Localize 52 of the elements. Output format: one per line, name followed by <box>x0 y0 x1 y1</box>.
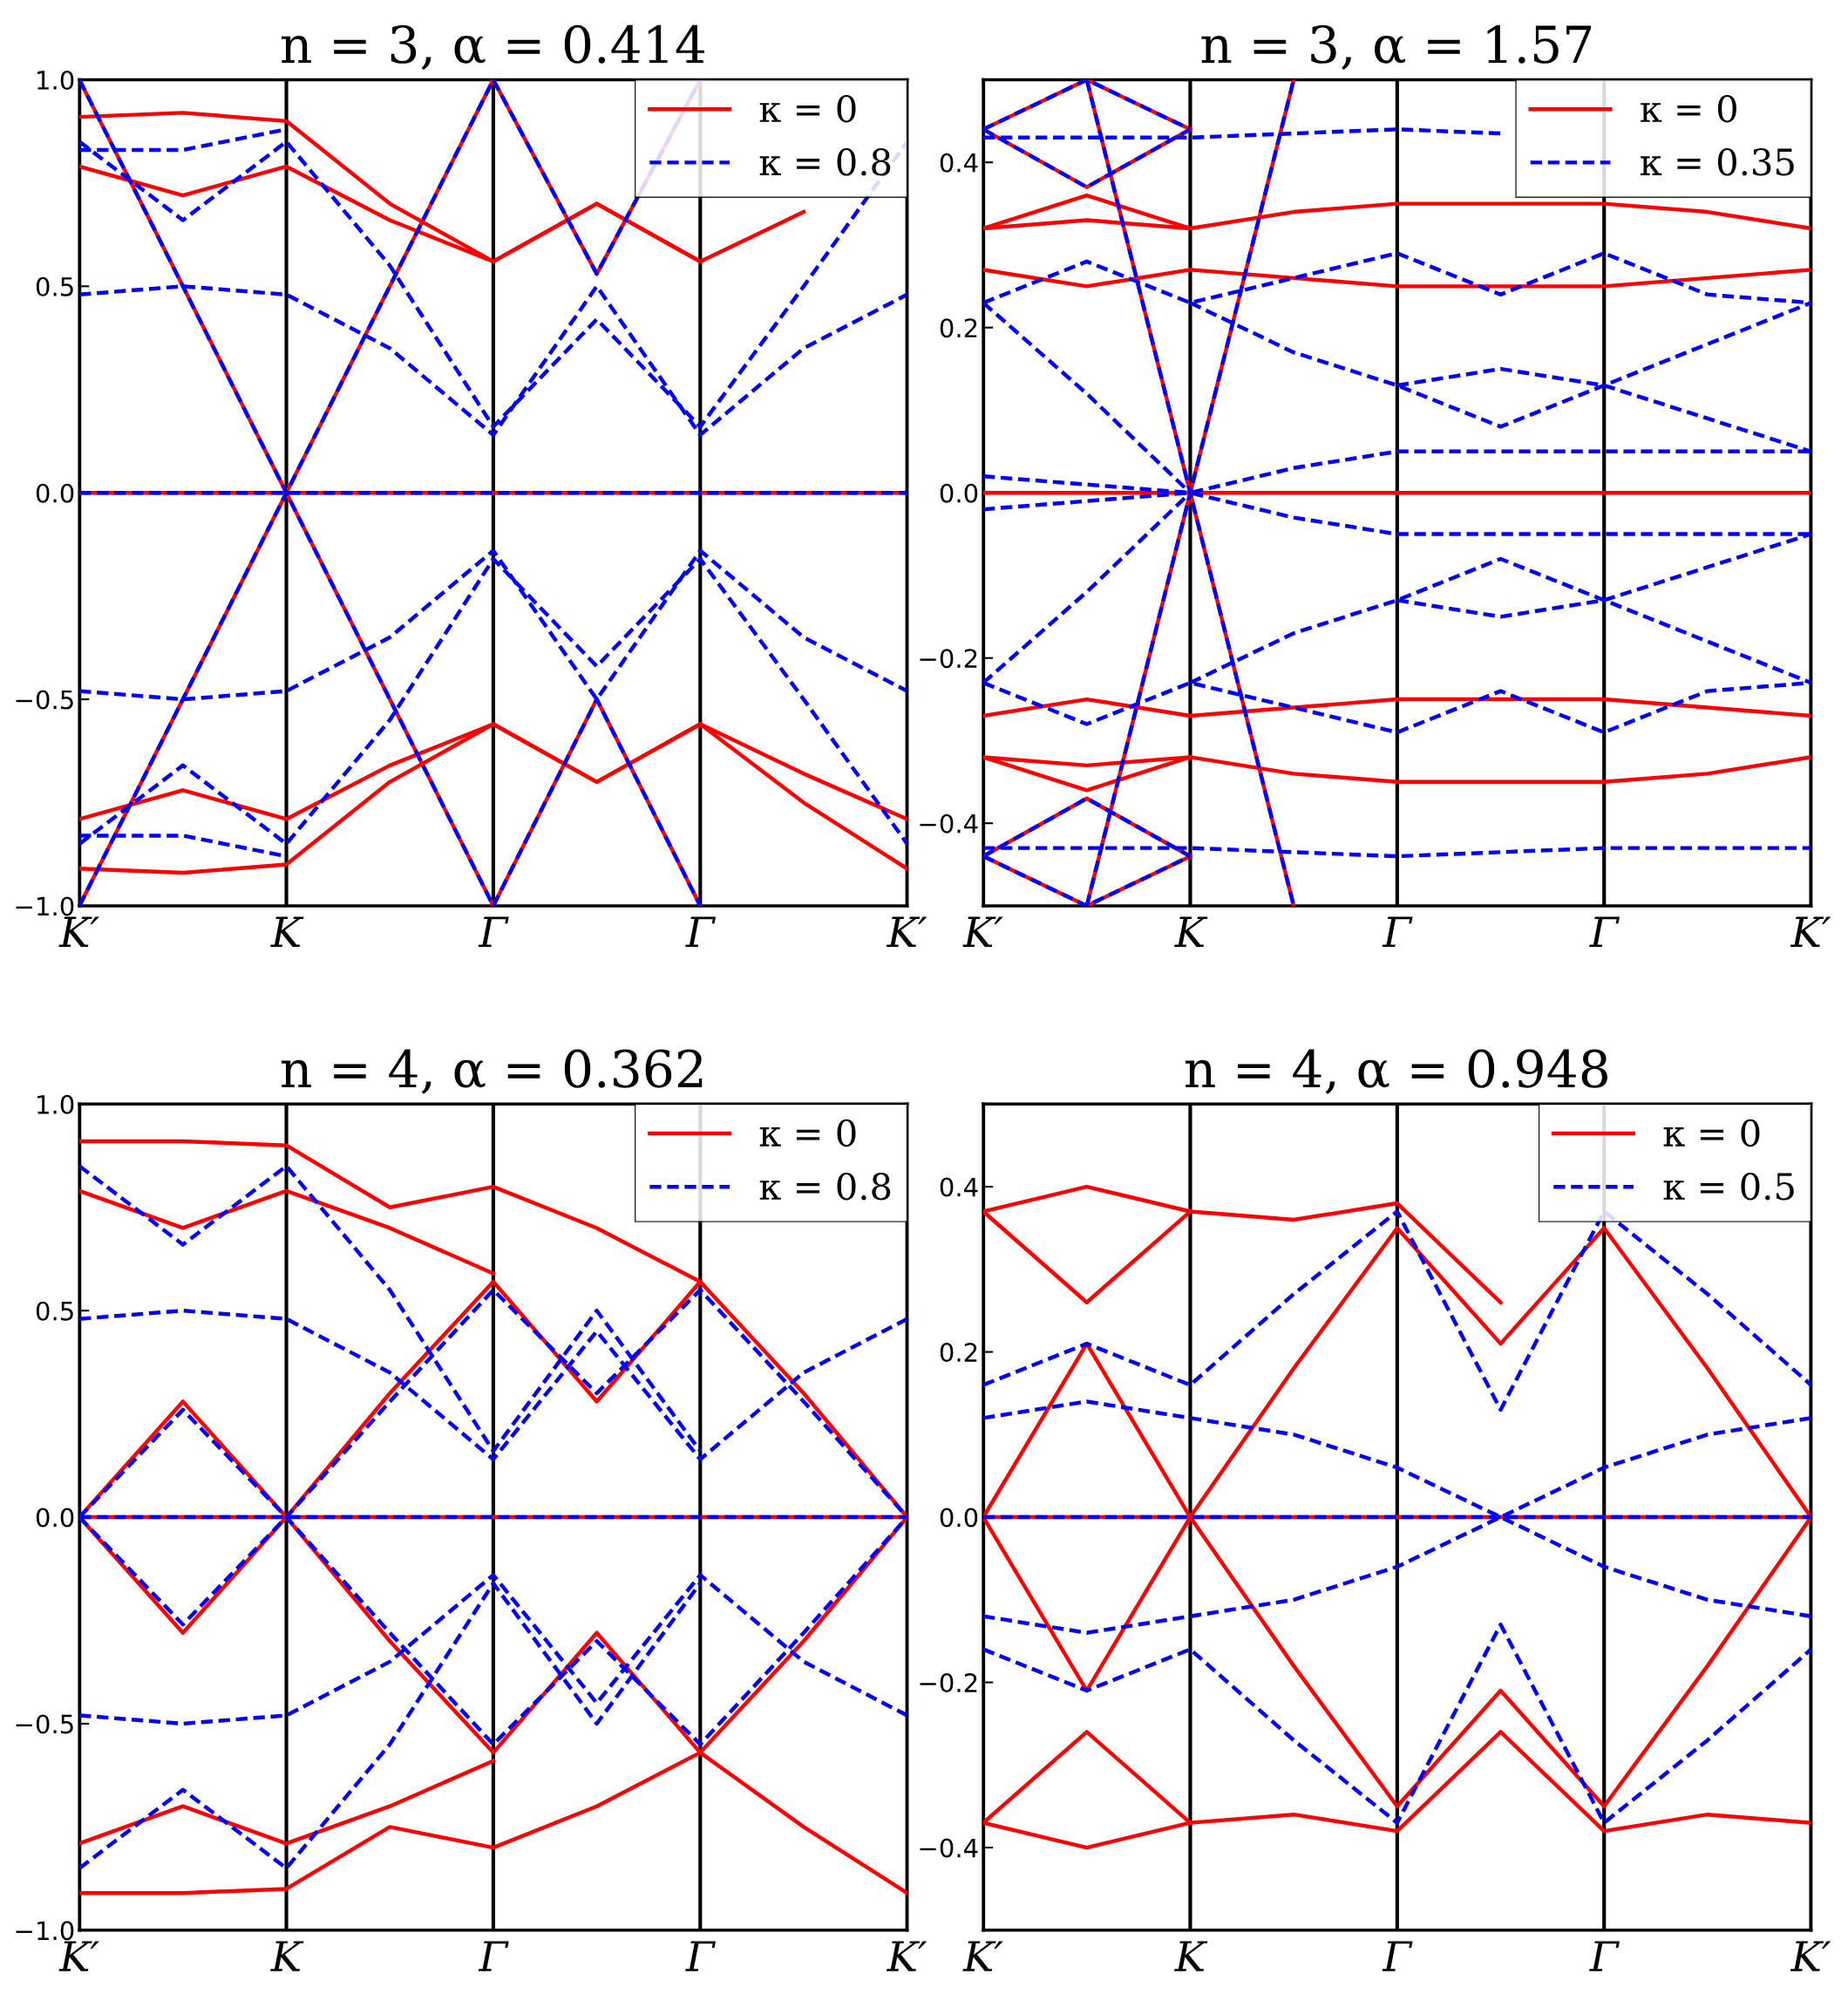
y-tick-label: 0.2 <box>940 318 977 338</box>
legend-label: κ = 0 <box>759 1119 856 1147</box>
x-tick-label: Γ <box>685 1941 717 1971</box>
x-tick-label: K′ <box>886 916 927 947</box>
y-tick-label: 1.0 <box>37 1094 74 1114</box>
y-tick-label: −0.5 <box>16 1714 73 1734</box>
y-tick-label: −1.0 <box>16 896 74 916</box>
x-tick-label: K′ <box>58 916 99 947</box>
x-tick-label: Γ <box>1382 1941 1413 1971</box>
y-tick-label: −0.4 <box>920 813 978 834</box>
legend-label: κ = 0.8 <box>759 1172 891 1201</box>
y-tick-label: 0.2 <box>940 1343 977 1363</box>
x-tick-label: Γ <box>1589 1941 1620 1971</box>
legend-label: κ = 0.35 <box>1641 148 1794 176</box>
legend-label: κ = 0.8 <box>759 148 891 176</box>
y-tick-label: −0.2 <box>920 1673 977 1693</box>
x-tick-label: K′ <box>1790 1941 1831 1971</box>
chart-title: n = 4, α = 0.362 <box>282 1049 703 1094</box>
x-tick-label: K′ <box>962 916 1003 947</box>
x-tick-label: Γ <box>478 916 509 947</box>
y-tick-label: 0.0 <box>36 483 74 503</box>
x-tick-label: K <box>1174 1941 1208 1971</box>
chart-title: n = 3, α = 1.57 <box>1201 24 1592 70</box>
y-tick-label: −0.5 <box>16 690 73 710</box>
legend-label: κ = 0.5 <box>1663 1172 1794 1201</box>
x-tick-label: K′ <box>58 1941 99 1971</box>
legend-label: κ = 0 <box>1641 94 1736 123</box>
y-tick-label: −0.2 <box>920 649 977 669</box>
x-tick-label: K′ <box>886 1941 927 1971</box>
chart-title: n = 4, α = 0.948 <box>1185 1049 1607 1094</box>
x-tick-label: K <box>1174 916 1208 947</box>
x-tick-label: K <box>270 916 304 947</box>
x-tick-label: K′ <box>1790 916 1831 947</box>
x-tick-label: K′ <box>962 1941 1003 1971</box>
x-tick-label: Γ <box>1382 916 1413 947</box>
y-tick-label: 0.0 <box>36 1507 74 1528</box>
y-tick-label: 0.5 <box>36 276 73 296</box>
x-tick-label: Γ <box>1589 916 1620 947</box>
x-tick-label: Γ <box>685 916 717 947</box>
chart-title: n = 3, α = 0.414 <box>282 24 705 70</box>
legend-label: κ = 0 <box>1663 1119 1760 1147</box>
y-tick-label: 0.0 <box>940 483 978 503</box>
y-tick-label: −0.4 <box>920 1838 978 1858</box>
y-tick-label: 0.5 <box>36 1301 73 1321</box>
y-tick-label: 0.4 <box>940 1177 978 1197</box>
x-tick-label: K <box>270 1941 304 1971</box>
x-tick-label: Γ <box>478 1941 509 1971</box>
y-tick-label: 0.0 <box>940 1507 978 1528</box>
y-tick-label: 0.4 <box>940 153 978 173</box>
y-tick-label: 1.0 <box>37 70 74 90</box>
y-tick-label: −1.0 <box>16 1921 74 1941</box>
legend-label: κ = 0 <box>759 94 856 123</box>
